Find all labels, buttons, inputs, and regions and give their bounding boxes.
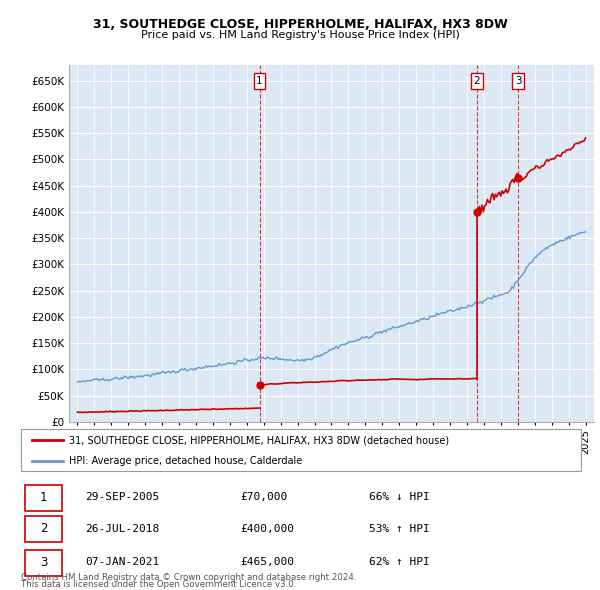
Text: 07-JAN-2021: 07-JAN-2021 <box>86 557 160 567</box>
Text: £70,000: £70,000 <box>240 492 287 502</box>
Text: 3: 3 <box>515 76 521 86</box>
Text: This data is licensed under the Open Government Licence v3.0.: This data is licensed under the Open Gov… <box>21 580 296 589</box>
Text: 62% ↑ HPI: 62% ↑ HPI <box>369 557 430 567</box>
Text: £400,000: £400,000 <box>240 524 294 533</box>
Text: 1: 1 <box>256 76 263 86</box>
Text: Price paid vs. HM Land Registry's House Price Index (HPI): Price paid vs. HM Land Registry's House … <box>140 30 460 40</box>
Text: 3: 3 <box>40 556 47 569</box>
Text: 26-JUL-2018: 26-JUL-2018 <box>86 524 160 533</box>
Text: 66% ↓ HPI: 66% ↓ HPI <box>369 492 430 502</box>
FancyBboxPatch shape <box>25 484 62 511</box>
Text: 31, SOUTHEDGE CLOSE, HIPPERHOLME, HALIFAX, HX3 8DW (detached house): 31, SOUTHEDGE CLOSE, HIPPERHOLME, HALIFA… <box>68 435 449 445</box>
Text: 31, SOUTHEDGE CLOSE, HIPPERHOLME, HALIFAX, HX3 8DW: 31, SOUTHEDGE CLOSE, HIPPERHOLME, HALIFA… <box>92 18 508 31</box>
Text: £465,000: £465,000 <box>240 557 294 567</box>
FancyBboxPatch shape <box>25 550 62 576</box>
Text: 2: 2 <box>473 76 480 86</box>
FancyBboxPatch shape <box>25 516 62 542</box>
Text: Contains HM Land Registry data © Crown copyright and database right 2024.: Contains HM Land Registry data © Crown c… <box>21 573 356 582</box>
Text: 1: 1 <box>40 491 47 504</box>
Text: HPI: Average price, detached house, Calderdale: HPI: Average price, detached house, Cald… <box>68 456 302 466</box>
FancyBboxPatch shape <box>21 428 581 471</box>
Text: 2: 2 <box>40 522 47 535</box>
Text: 29-SEP-2005: 29-SEP-2005 <box>86 492 160 502</box>
Text: 53% ↑ HPI: 53% ↑ HPI <box>369 524 430 533</box>
